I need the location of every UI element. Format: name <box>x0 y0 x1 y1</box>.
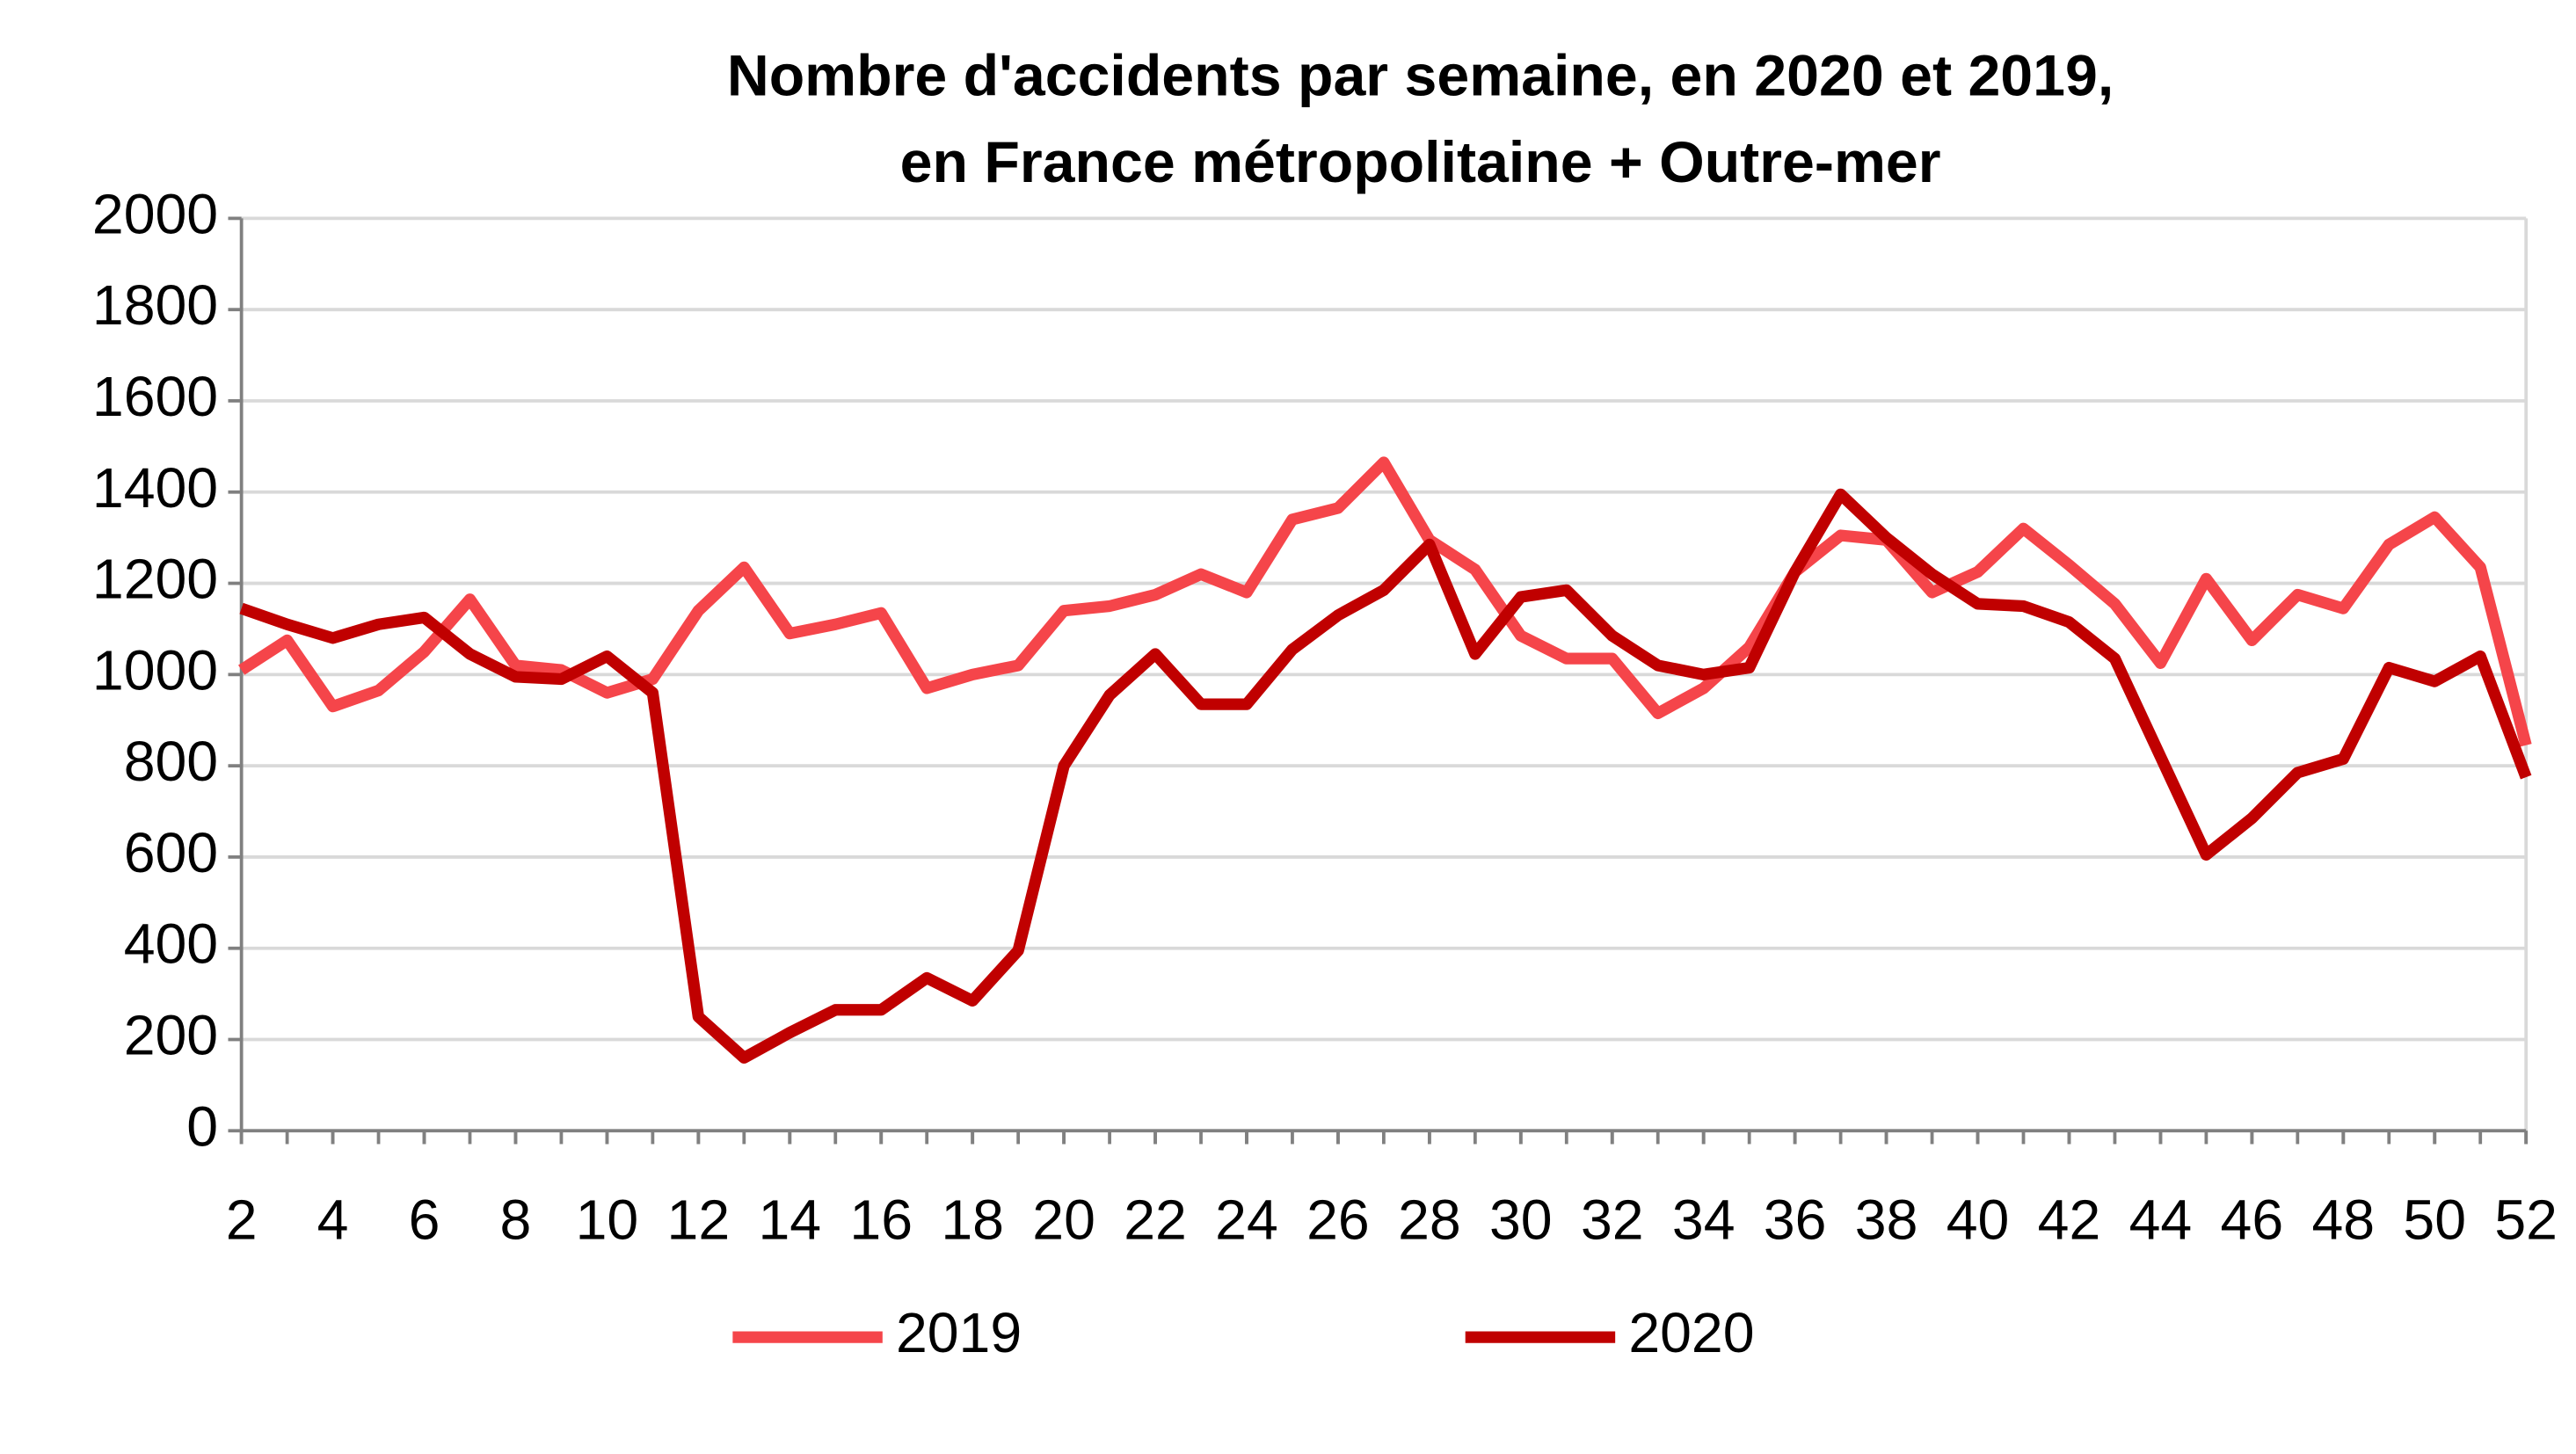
x-tick-label: 28 <box>1398 1188 1461 1251</box>
legend-label: 2020 <box>1628 1301 1754 1364</box>
x-tick-label: 10 <box>576 1188 639 1251</box>
x-tick-label: 30 <box>1489 1188 1553 1251</box>
x-tick-label: 4 <box>317 1188 349 1251</box>
x-tick-label: 32 <box>1581 1188 1644 1251</box>
chart-title: Nombre d'accidents par semaine, en 2020 … <box>727 44 2114 109</box>
series-line <box>238 456 2532 747</box>
x-tick-label: 40 <box>1947 1188 2010 1251</box>
y-tick-label: 400 <box>124 912 218 976</box>
legend-label: 2019 <box>896 1301 1022 1364</box>
y-tick-label: 1600 <box>92 365 218 428</box>
x-tick-label: 6 <box>409 1188 440 1251</box>
y-tick-label: 200 <box>124 1004 218 1067</box>
x-tick-label: 16 <box>849 1188 913 1251</box>
x-tick-label: 48 <box>2311 1188 2375 1251</box>
x-tick-label: 20 <box>1032 1188 1095 1251</box>
x-tick-label: 34 <box>1672 1188 1736 1251</box>
x-tick-label: 14 <box>758 1188 821 1251</box>
x-tick-label: 38 <box>1855 1188 1918 1251</box>
x-tick-label: 2 <box>226 1188 258 1251</box>
x-tick-label: 42 <box>2038 1188 2101 1251</box>
y-tick-label: 800 <box>124 730 218 793</box>
y-tick-label: 1200 <box>92 548 218 611</box>
y-tick-label: 1400 <box>92 456 218 520</box>
x-tick-label: 22 <box>1124 1188 1187 1251</box>
y-tick-label: 0 <box>186 1094 218 1158</box>
y-tick-label: 1000 <box>92 638 218 702</box>
x-tick-label: 52 <box>2494 1188 2558 1251</box>
x-tick-label: 8 <box>500 1188 532 1251</box>
y-tick-label: 1800 <box>92 273 218 337</box>
x-tick-label: 36 <box>1764 1188 1827 1251</box>
x-tick-label: 46 <box>2221 1188 2284 1251</box>
y-tick-label: 600 <box>124 821 218 884</box>
series-line <box>239 488 2532 1064</box>
x-tick-label: 50 <box>2403 1188 2466 1251</box>
y-tick-label: 2000 <box>92 182 218 245</box>
x-tick-label: 12 <box>667 1188 731 1251</box>
chart-title: en France métropolitaine + Outre-mer <box>900 130 1941 195</box>
x-tick-label: 26 <box>1306 1188 1370 1251</box>
x-tick-label: 44 <box>2129 1188 2193 1251</box>
x-tick-label: 18 <box>941 1188 1004 1251</box>
x-tick-label: 24 <box>1215 1188 1278 1251</box>
